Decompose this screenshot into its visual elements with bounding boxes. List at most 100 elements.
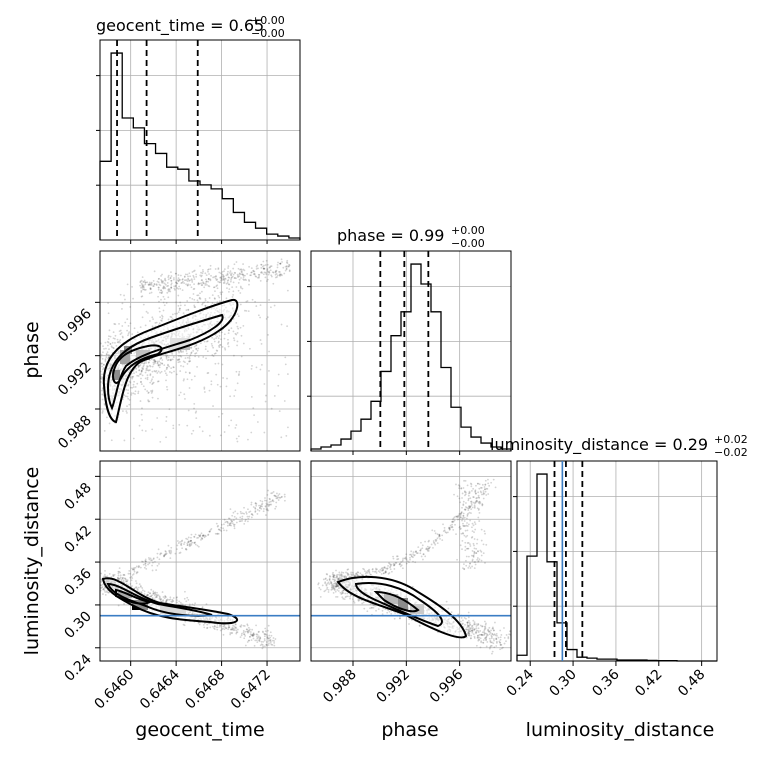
sample-point [477, 494, 480, 497]
sample-point [131, 285, 133, 288]
sample-point [274, 273, 277, 276]
sample-point [142, 367, 144, 370]
sample-point [190, 540, 192, 542]
sample-point [242, 324, 245, 327]
sample-point [196, 294, 199, 297]
sample-point [103, 575, 106, 578]
sample-point [107, 353, 110, 356]
sample-point [263, 267, 266, 270]
sample-point [484, 483, 487, 486]
tick-label-x: 0.24 [504, 666, 537, 699]
sample-point [334, 582, 337, 584]
sample-point [326, 579, 329, 582]
sample-point [229, 280, 232, 283]
sample-point [220, 277, 223, 279]
sample-point [287, 426, 289, 429]
sample-point [219, 529, 222, 532]
sample-point [415, 552, 418, 555]
sample-point [227, 332, 230, 335]
sample-point [150, 595, 153, 598]
sample-point [426, 548, 429, 551]
sample-point [236, 340, 239, 343]
sample-point [412, 560, 414, 563]
sample-point [194, 352, 197, 355]
sample-point [353, 574, 356, 577]
sample-point [203, 391, 206, 393]
sample-point [156, 594, 158, 597]
sample-point [179, 370, 182, 372]
sample-point [174, 312, 177, 315]
sample-point [222, 274, 225, 277]
sample-point [256, 264, 259, 267]
sample-point [206, 626, 209, 629]
sample-point [138, 373, 141, 376]
sample-point [118, 340, 121, 343]
sample-point [223, 280, 226, 282]
sample-point [483, 620, 486, 623]
sample-point [467, 499, 470, 502]
sample-point [469, 500, 472, 503]
sample-point [262, 645, 265, 648]
sample-point [102, 588, 105, 591]
sample-point [150, 291, 153, 294]
sample-point [346, 574, 349, 576]
sample-point [169, 371, 171, 373]
sample-point [473, 550, 476, 553]
sample-point [452, 517, 455, 520]
sample-point [462, 532, 464, 534]
sample-point [134, 393, 136, 395]
sample-point [249, 633, 252, 636]
sample-point [217, 280, 220, 283]
sample-point [192, 429, 195, 432]
sample-point [193, 278, 196, 280]
sample-point [471, 629, 473, 632]
sample-point [240, 334, 243, 337]
sample-point [212, 286, 215, 289]
sample-point [269, 500, 272, 503]
sample-point [246, 515, 249, 518]
sample-point [239, 326, 242, 329]
sample-point [119, 339, 122, 341]
sample-point [227, 276, 230, 279]
sample-point [459, 620, 462, 623]
sample-point [356, 571, 359, 574]
sample-point [235, 370, 238, 373]
sample-point [234, 276, 236, 279]
sample-point [170, 551, 173, 553]
sample-point [208, 530, 211, 533]
sample-point [201, 272, 204, 275]
sample-point [337, 590, 340, 592]
sample-point [149, 288, 152, 291]
sample-point [162, 600, 164, 603]
sample-point [242, 631, 245, 634]
sample-point [261, 363, 263, 366]
sample-point [199, 534, 202, 536]
sample-point [477, 491, 480, 494]
sample-point [430, 543, 433, 546]
sample-point [230, 519, 232, 522]
sample-point [353, 601, 356, 604]
sample-point [459, 528, 462, 530]
sample-point [263, 271, 266, 274]
sample-point [232, 624, 234, 627]
sample-point [482, 543, 485, 546]
sample-point [189, 540, 192, 542]
sample-point [133, 569, 136, 571]
sample-point [505, 634, 508, 636]
sample-point [224, 348, 227, 351]
sample-point [334, 583, 337, 585]
sample-point [141, 367, 144, 369]
sample-point [235, 629, 238, 632]
sample-point [107, 591, 110, 594]
sample-point [161, 280, 164, 283]
sample-point [277, 494, 280, 497]
sample-point [426, 549, 429, 552]
sample-point [231, 520, 233, 523]
sample-point [479, 633, 482, 636]
sample-point [235, 321, 238, 324]
sample-point [489, 631, 492, 634]
sample-point [235, 286, 238, 288]
sample-point [266, 278, 269, 281]
sample-point [482, 497, 485, 500]
